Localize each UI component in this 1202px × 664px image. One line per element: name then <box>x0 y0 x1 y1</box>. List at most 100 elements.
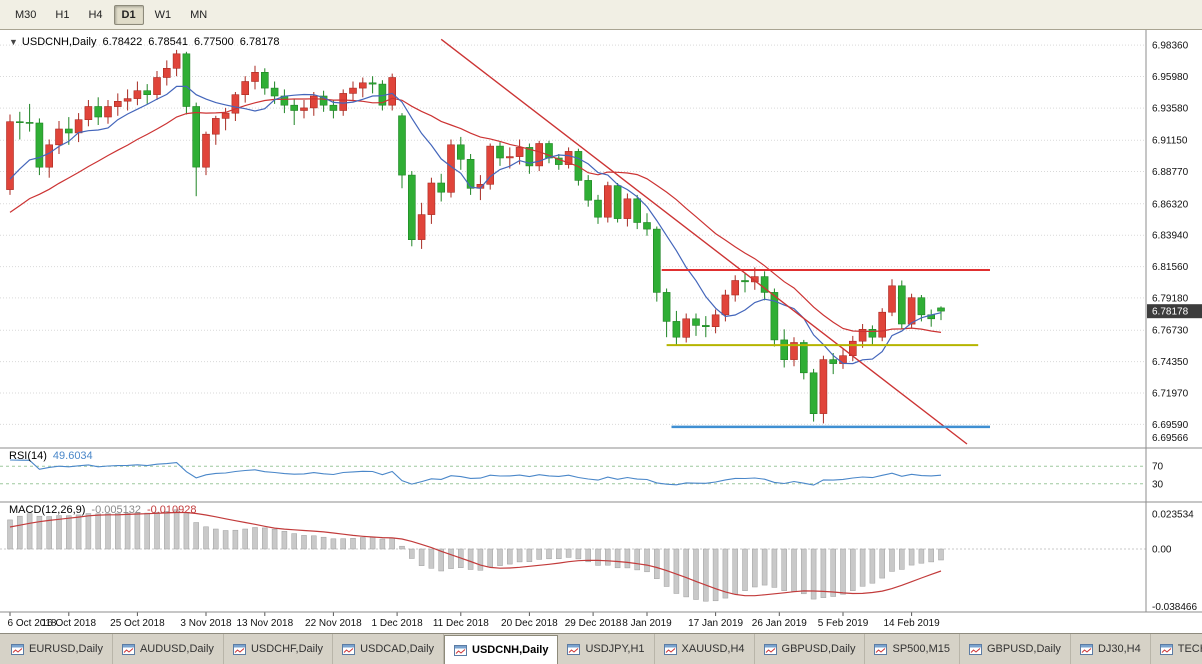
chart-mini-icon <box>342 643 356 655</box>
chart-tab-usdcad-daily[interactable]: USDCAD,Daily <box>333 634 445 664</box>
candle-body <box>731 280 740 296</box>
drawn-objects-layer <box>440 38 990 445</box>
chart-tab-label: XAUUSD,H4 <box>681 643 745 655</box>
candle-body <box>25 122 34 124</box>
chart-tab-usdjpy-h1[interactable]: USDJPY,H1 <box>558 634 655 664</box>
macd-histogram-bar <box>203 526 209 550</box>
macd-histogram-bar <box>487 548 493 568</box>
price-axis-label: 6.88770 <box>1152 167 1189 178</box>
candle-body <box>339 93 348 111</box>
price-axis-min-label: 6.69566 <box>1152 433 1189 444</box>
candle-body <box>212 118 220 135</box>
candle-body <box>466 159 475 189</box>
time-axis-label: 26 Jan 2019 <box>752 618 807 629</box>
macd-histogram-bar <box>663 548 670 587</box>
macd-histogram-bar <box>75 514 82 550</box>
candle-body <box>780 339 789 360</box>
macd-histogram-bar <box>830 548 836 597</box>
macd-histogram-bar <box>703 548 709 602</box>
candle-body <box>937 307 945 312</box>
time-axis-hitarea[interactable] <box>0 612 1202 633</box>
macd-histogram-bar <box>624 548 631 569</box>
macd-histogram-bar <box>595 548 601 566</box>
macd-indicator-label: MACD(12,26,9) -0.005132 -0.010928 <box>9 504 197 516</box>
price-axis-hitarea[interactable] <box>1146 30 1202 612</box>
macd-histogram-bar <box>271 528 278 550</box>
macd-histogram-bar <box>565 548 572 558</box>
macd-histogram-bar <box>379 538 386 550</box>
macd-histogram-bar <box>242 528 248 550</box>
macd-axis-label: 0.00 <box>1152 545 1172 556</box>
macd-histogram-bar <box>467 548 474 570</box>
chart-mini-icon <box>968 643 982 655</box>
chart-tab-gbpusd-daily[interactable]: GBPUSD,Daily <box>755 634 866 664</box>
rsi-panel: 70 30 <box>0 459 1164 490</box>
candle-body <box>270 87 279 97</box>
macd-histogram-bar <box>516 548 523 563</box>
candle-body <box>417 214 426 240</box>
candle-body <box>153 77 161 95</box>
chart-dropdown-icon[interactable]: ▼ <box>9 37 18 47</box>
rsi-indicator-label: RSI(14) 49.6034 <box>9 450 93 462</box>
chart-tab-tech100-h1[interactable]: TECH100,H1 <box>1151 634 1202 664</box>
ohlc-open: 6.78422 <box>102 36 143 48</box>
time-axis-label: 25 Oct 2018 <box>110 618 165 629</box>
macd-histogram-bar <box>654 548 660 579</box>
macd-histogram-bar <box>330 538 337 550</box>
macd-histogram-bar <box>350 538 356 550</box>
macd-histogram-bar <box>291 533 297 550</box>
macd-histogram-bar <box>850 548 856 591</box>
price-axis-label: 6.91150 <box>1152 136 1188 147</box>
period-button-m30[interactable]: M30 <box>7 5 44 25</box>
chart-mini-icon <box>1079 643 1093 655</box>
period-button-h1[interactable]: H1 <box>47 5 77 25</box>
time-axis-label: 3 Nov 2018 <box>180 618 232 629</box>
macd-name: MACD(12,26,9) <box>9 504 86 516</box>
macd-histogram-bar <box>95 513 101 550</box>
candle-body <box>799 342 808 374</box>
macd-histogram-bar <box>369 536 376 550</box>
candle-body <box>878 311 887 338</box>
candle-body <box>398 115 406 176</box>
candle-body <box>319 95 328 106</box>
descending-trendline[interactable] <box>440 38 968 445</box>
macd-histogram-bar <box>56 515 62 550</box>
chart-tab-label: TECH100,H1 <box>1177 643 1202 655</box>
macd-histogram-bar <box>85 513 92 550</box>
period-button-w1[interactable]: W1 <box>147 5 180 25</box>
chart-tab-eurusd-daily[interactable]: EURUSD,Daily <box>2 634 113 664</box>
candle-body <box>721 294 730 316</box>
chart-canvas[interactable]: 70300.0235340.00-0.0384666.983606.959806… <box>0 30 1202 633</box>
macd-axis-label: -0.038466 <box>1152 602 1197 613</box>
time-axis-label: 16 Oct 2018 <box>42 618 97 629</box>
period-button-mn[interactable]: MN <box>182 5 215 25</box>
macd-histogram-bar <box>791 548 797 592</box>
candle-body <box>300 107 308 111</box>
chart-tab-xauusd-h4[interactable]: XAUUSD,H4 <box>655 634 755 664</box>
chart-tab-dj30-h4[interactable]: DJ30,H4 <box>1071 634 1151 664</box>
chart-title: ▼ USDCNH,Daily 6.78422 6.78541 6.77500 6.7817… <box>9 36 280 48</box>
chart-mini-icon <box>874 643 888 655</box>
rsi-name: RSI(14) <box>9 450 47 462</box>
macd-histogram-bar <box>105 513 111 550</box>
price-axis-label: 6.93580 <box>1152 104 1189 115</box>
macd-histogram-bar <box>575 548 582 560</box>
chart-tab-usdcnh-daily[interactable]: USDCNH,Daily <box>444 635 559 664</box>
macd-histogram-bar <box>477 548 484 571</box>
chart-tab-sp500-m15[interactable]: SP500,M15 <box>865 634 960 664</box>
period-button-h4[interactable]: H4 <box>80 5 110 25</box>
chart-tab-gbpusd-daily[interactable]: GBPUSD,Daily <box>960 634 1071 664</box>
candle-body <box>368 82 377 85</box>
period-button-d1[interactable]: D1 <box>113 4 144 25</box>
chart-window[interactable]: 70300.0235340.00-0.0384666.983606.959806… <box>0 30 1202 633</box>
candle-body <box>692 318 700 326</box>
chart-mini-icon <box>1159 643 1173 655</box>
chart-tab-audusd-daily[interactable]: AUDUSD,Daily <box>113 634 224 664</box>
candle-body <box>74 119 83 134</box>
macd-histogram-bar <box>801 548 807 595</box>
price-axis-label: 6.71970 <box>1152 389 1189 400</box>
macd-histogram-bar <box>360 537 366 550</box>
price-axis-label: 6.86320 <box>1152 199 1189 210</box>
candle-body <box>662 292 671 322</box>
chart-tab-usdchf-daily[interactable]: USDCHF,Daily <box>224 634 334 664</box>
